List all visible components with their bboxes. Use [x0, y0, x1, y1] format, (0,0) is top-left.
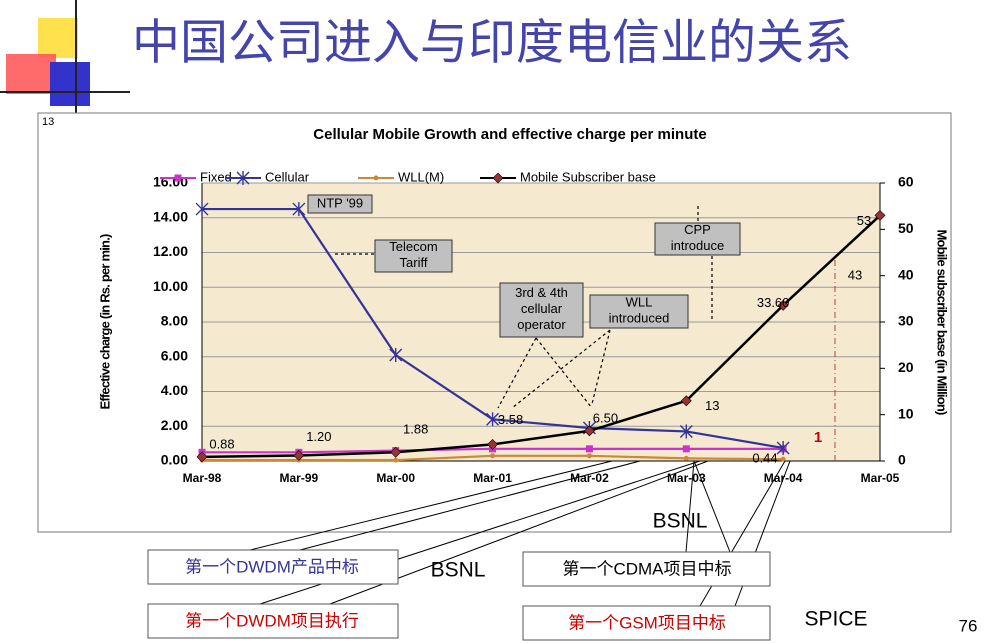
- x-tick-label: Mar-00: [376, 471, 415, 485]
- marker: [196, 451, 208, 463]
- data-label: 3.58: [498, 412, 523, 427]
- y2-tick-label: 20: [898, 359, 914, 375]
- marker: [683, 455, 689, 461]
- y2-axis-label: Mobile subscriber base (in Million): [935, 229, 950, 415]
- annotation: 43: [848, 267, 862, 282]
- annotation-box: [654, 222, 741, 256]
- y-tick-label: 14.00: [153, 208, 188, 224]
- company-label: BSNL: [653, 510, 708, 533]
- marker: [292, 202, 306, 217]
- data-label: 53: [857, 213, 871, 228]
- x-tick-label: Mar-05: [861, 471, 900, 485]
- legend-marker: [492, 172, 504, 184]
- company-label: SPICE: [804, 608, 867, 631]
- y-tick-label: 4.00: [161, 382, 188, 398]
- corner-decoration: [0, 0, 130, 122]
- marker: [874, 210, 886, 221]
- legend-marker: [373, 175, 379, 181]
- annotation-arrows: [334, 206, 836, 461]
- marker: [293, 450, 305, 461]
- y2-tick-label: 0: [898, 452, 906, 468]
- legend-label: WLL(M): [398, 169, 444, 184]
- legend-marker: [174, 174, 182, 182]
- marker: [390, 446, 402, 458]
- annotation-box: [589, 294, 689, 329]
- y2-tick-label: 10: [898, 405, 914, 421]
- annotation: NTP '99: [317, 195, 363, 210]
- slide-title: 中国公司进入与印度电信业的关系: [132, 15, 852, 71]
- y2-tick-label: 60: [898, 174, 914, 190]
- x-tick-label: Mar-99: [280, 471, 319, 485]
- x-tick-label: Mar-03: [667, 471, 706, 485]
- y2-tick-label: 30: [898, 313, 914, 329]
- slide-label: 13: [42, 116, 54, 128]
- annotation: 3rd & 4th cellular operator: [515, 285, 568, 332]
- legend-label: Mobile Subscriber base: [520, 169, 656, 184]
- y2-tick-label: 50: [898, 220, 914, 236]
- series-line: [201, 214, 881, 459]
- chart-title: Cellular Mobile Growth and effective cha…: [313, 126, 706, 143]
- data-label: 33.60: [757, 295, 790, 310]
- annotation: CPP introduce: [671, 222, 724, 253]
- callout-box: [522, 605, 771, 641]
- marker: [679, 424, 693, 439]
- marker: [680, 395, 692, 407]
- callout-box: [522, 551, 771, 587]
- data-label: 13: [705, 398, 719, 413]
- data-label: 6.50: [593, 410, 618, 425]
- annotation: WLL introduced: [609, 295, 670, 326]
- marker: [586, 453, 592, 459]
- callout-text: 第一个GSM项目中标: [568, 613, 726, 632]
- data-label: 1.20: [306, 429, 331, 444]
- callout-box: [147, 603, 399, 639]
- y-tick-label: 12.00: [153, 243, 188, 259]
- marker: [585, 445, 593, 453]
- annotation: Telecom Tariff: [389, 239, 437, 270]
- marker: [393, 457, 399, 463]
- annotation-box: [499, 282, 584, 338]
- y-axis-label: Effective charge (in Rs. per min.): [97, 234, 112, 410]
- annotation-box: [307, 194, 373, 214]
- annotation-box: [374, 239, 453, 273]
- x-tick-label: Mar-02: [570, 471, 609, 485]
- marker: [486, 412, 500, 427]
- marker: [195, 202, 209, 217]
- y-tick-label: 0.00: [161, 452, 188, 468]
- data-label: 1.88: [403, 422, 428, 437]
- marker: [780, 456, 786, 462]
- callout-text: 第一个DWDM项目执行: [185, 611, 359, 630]
- y-tick-label: 2.00: [161, 417, 188, 433]
- marker: [777, 299, 789, 311]
- legend-label: Cellular: [265, 169, 310, 184]
- y-tick-label: 10.00: [153, 278, 188, 294]
- legend-label: Fixed: [200, 169, 232, 184]
- marker: [490, 453, 496, 459]
- callout-text: 第一个CDMA项目中标: [562, 559, 731, 578]
- x-tick-label: Mar-98: [183, 471, 222, 485]
- y2-tick-label: 40: [898, 266, 914, 282]
- marker: [584, 425, 595, 437]
- y-tick-label: 16.00: [153, 174, 188, 190]
- callout-text: 第一个DWDM产品中标: [185, 557, 359, 576]
- annotation: 1: [814, 429, 822, 446]
- callout-box: [147, 549, 399, 585]
- company-label: BSNL: [431, 559, 486, 582]
- marker: [776, 440, 790, 455]
- x-tick-label: Mar-01: [473, 471, 512, 485]
- page-number: 76: [959, 616, 978, 635]
- y-tick-label: 6.00: [161, 347, 188, 363]
- marker: [682, 445, 690, 453]
- marker: [487, 438, 498, 450]
- legend-marker: [236, 171, 250, 185]
- data-label: 0.88: [209, 436, 234, 451]
- annotation: 0.44: [752, 450, 777, 465]
- y-tick-label: 8.00: [161, 313, 188, 329]
- marker: [389, 348, 403, 363]
